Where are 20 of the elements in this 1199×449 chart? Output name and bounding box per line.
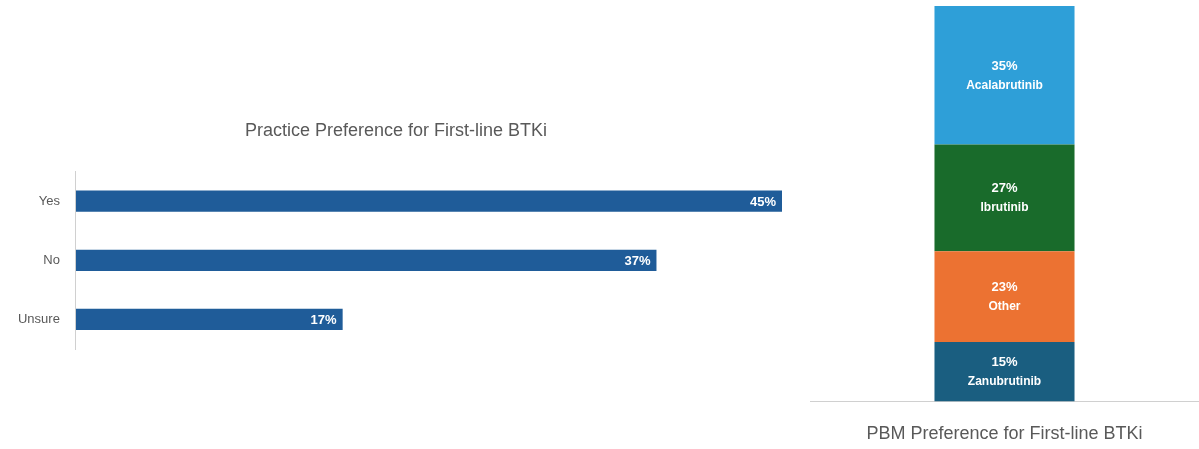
data-label: 15% — [991, 354, 1018, 370]
series-label: Acalabrutinib — [966, 77, 1043, 92]
data-label: 35% — [991, 57, 1018, 73]
chart-title: Practice Preference for First-line BTKi — [244, 119, 548, 140]
series-label: Zanubrutinib — [967, 374, 1042, 389]
bar — [934, 144, 1075, 252]
y-tick-label: Yes — [38, 192, 61, 208]
data-label: 17% — [310, 312, 338, 328]
data-label: 27% — [991, 180, 1018, 196]
y-tick-label: Unsure — [17, 311, 60, 327]
y-tick-label: No — [43, 251, 60, 267]
data-label: 37% — [624, 252, 651, 268]
series-label: Ibrutinib — [980, 200, 1029, 215]
bar — [934, 342, 1075, 402]
bar — [934, 6, 1075, 145]
data-label: 45% — [749, 193, 777, 209]
data-label: 23% — [991, 279, 1018, 295]
series-label: Other — [988, 298, 1021, 313]
text: PBM Preference for First-line BTKi — [866, 423, 1143, 444]
bar — [934, 251, 1075, 343]
